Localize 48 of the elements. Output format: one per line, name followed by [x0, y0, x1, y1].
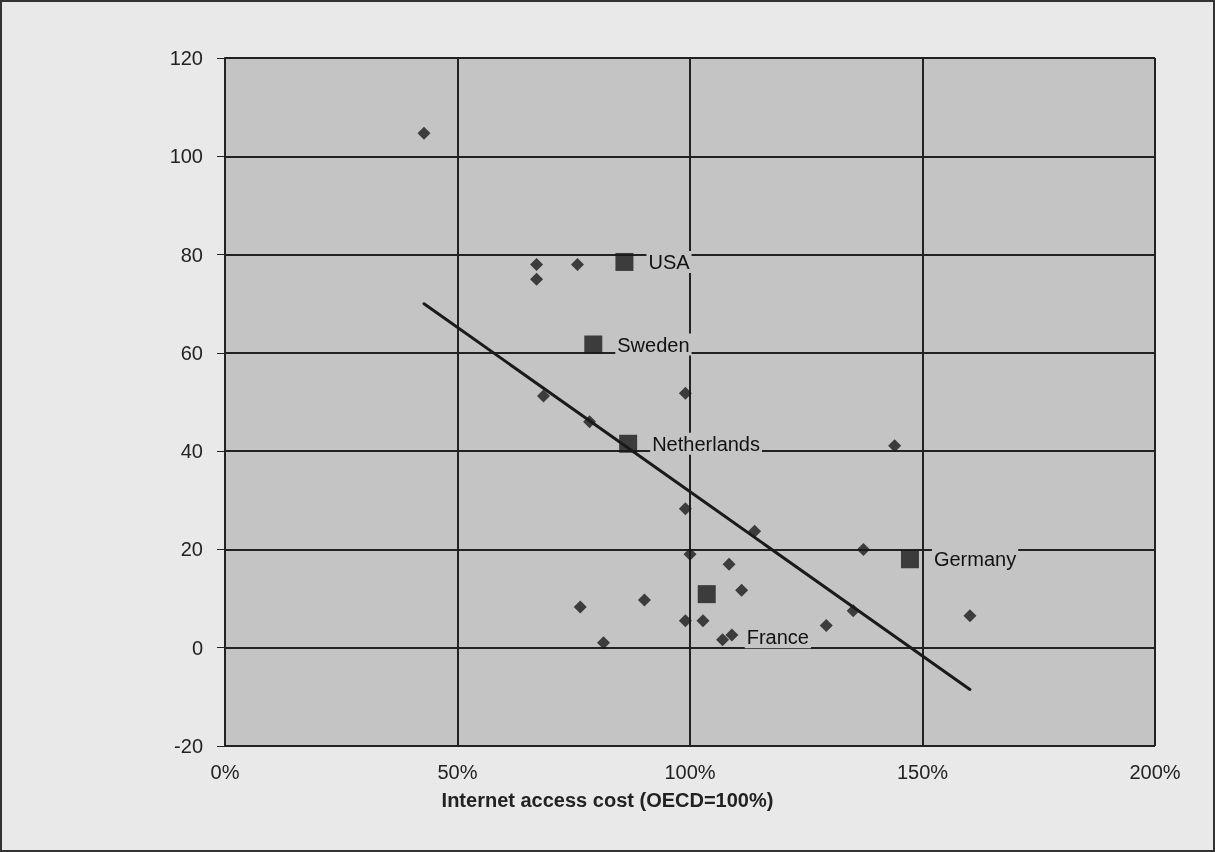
point — [748, 524, 762, 538]
point — [678, 386, 692, 400]
point — [615, 252, 634, 271]
x-tick-label: 100% — [664, 761, 716, 783]
annotation: Sweden — [617, 333, 690, 356]
y-tick-label: 80 — [180, 243, 203, 266]
point — [530, 257, 544, 271]
y-tick-label: 40 — [180, 440, 203, 463]
point — [619, 434, 638, 453]
point — [537, 389, 551, 403]
point — [583, 415, 597, 429]
point — [846, 604, 860, 618]
y-tick-label: 0 — [191, 636, 203, 659]
annotation: USA — [648, 250, 691, 273]
x-tick-label: 200% — [1129, 761, 1181, 783]
point — [584, 335, 603, 354]
x-tick-label: 50% — [437, 761, 478, 783]
point — [678, 614, 692, 628]
y-tick-label: 60 — [180, 341, 203, 364]
x-axis-title: Internet access cost (OECD=100%) — [441, 789, 774, 811]
point — [963, 609, 977, 623]
annotation: Netherlands — [652, 432, 760, 455]
point — [697, 585, 716, 604]
point — [888, 439, 902, 453]
y-tick-label: -20 — [174, 735, 203, 757]
point — [637, 593, 651, 607]
point — [570, 257, 584, 271]
point — [597, 636, 611, 650]
point — [678, 502, 692, 516]
point — [856, 542, 870, 556]
point — [716, 633, 730, 647]
point — [696, 614, 710, 628]
point — [722, 557, 736, 571]
point — [735, 583, 749, 597]
y-tick-label: 100 — [169, 145, 203, 168]
point — [530, 272, 544, 286]
x-tick-label: 0% — [210, 761, 240, 783]
point — [573, 600, 587, 614]
point — [819, 619, 833, 633]
y-tick-label: 120 — [169, 47, 203, 69]
x-tick-label: 150% — [896, 761, 949, 783]
point — [725, 628, 739, 642]
annotation: France — [746, 626, 809, 649]
annotation: Germany — [933, 548, 1017, 571]
point — [900, 550, 919, 569]
point — [683, 547, 697, 561]
point — [417, 126, 431, 140]
y-tick-label: 20 — [180, 538, 203, 561]
